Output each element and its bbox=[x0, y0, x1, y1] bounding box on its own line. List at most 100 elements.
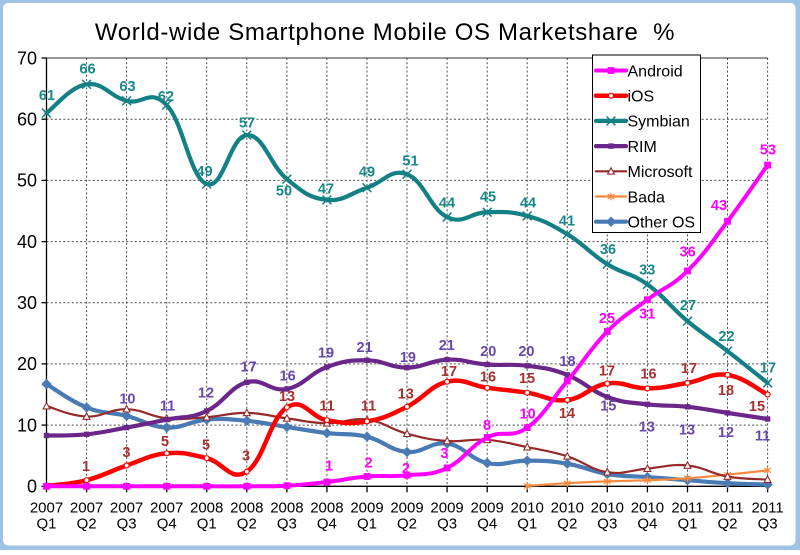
svg-text:Bada: Bada bbox=[628, 189, 665, 206]
svg-text:22: 22 bbox=[718, 329, 734, 345]
svg-text:19: 19 bbox=[318, 345, 334, 361]
svg-text:Q1: Q1 bbox=[517, 516, 537, 533]
svg-text:11: 11 bbox=[755, 429, 770, 445]
svg-text:2009: 2009 bbox=[390, 500, 423, 517]
svg-text:44: 44 bbox=[520, 196, 536, 212]
svg-text:2009: 2009 bbox=[430, 500, 463, 517]
svg-text:61: 61 bbox=[39, 88, 55, 104]
svg-text:3: 3 bbox=[440, 446, 448, 462]
svg-text:2008: 2008 bbox=[270, 500, 303, 517]
svg-text:Android: Android bbox=[628, 63, 683, 80]
svg-text:2008: 2008 bbox=[190, 500, 223, 517]
svg-text:2007: 2007 bbox=[110, 500, 143, 517]
svg-text:Q2: Q2 bbox=[717, 516, 737, 533]
svg-text:2011: 2011 bbox=[711, 500, 743, 517]
svg-text:20: 20 bbox=[480, 344, 496, 360]
svg-text:17: 17 bbox=[681, 361, 697, 377]
svg-text:17: 17 bbox=[241, 360, 257, 376]
svg-text:Q2: Q2 bbox=[237, 516, 257, 533]
svg-text:25: 25 bbox=[599, 311, 615, 327]
svg-text:2008: 2008 bbox=[310, 500, 343, 517]
svg-text:11: 11 bbox=[319, 399, 334, 415]
svg-text:62: 62 bbox=[158, 89, 174, 105]
svg-text:Q4: Q4 bbox=[477, 516, 497, 533]
svg-text:41: 41 bbox=[559, 214, 575, 230]
svg-text:Q1: Q1 bbox=[357, 516, 377, 533]
svg-text:16: 16 bbox=[640, 366, 656, 382]
svg-text:63: 63 bbox=[119, 79, 135, 95]
svg-text:16: 16 bbox=[280, 369, 296, 385]
svg-text:2007: 2007 bbox=[70, 500, 103, 517]
svg-text:10: 10 bbox=[119, 392, 135, 408]
svg-text:53: 53 bbox=[760, 143, 776, 159]
svg-text:2010: 2010 bbox=[631, 500, 664, 517]
svg-text:1: 1 bbox=[325, 458, 333, 474]
svg-text:3: 3 bbox=[122, 445, 130, 461]
svg-text:2009: 2009 bbox=[471, 500, 504, 517]
svg-text:16: 16 bbox=[480, 370, 496, 386]
svg-text:Q3: Q3 bbox=[597, 516, 617, 533]
svg-text:21: 21 bbox=[357, 340, 373, 356]
svg-text:Q4: Q4 bbox=[637, 516, 657, 533]
svg-text:19: 19 bbox=[400, 350, 416, 366]
svg-text:40: 40 bbox=[17, 232, 37, 252]
svg-text:Q1: Q1 bbox=[197, 516, 217, 533]
svg-text:2007: 2007 bbox=[30, 500, 63, 517]
svg-text:15: 15 bbox=[519, 371, 535, 387]
svg-text:Q4: Q4 bbox=[317, 516, 337, 533]
svg-text:13: 13 bbox=[279, 389, 295, 405]
svg-text:Q3: Q3 bbox=[117, 516, 137, 533]
svg-text:70: 70 bbox=[17, 48, 37, 68]
svg-text:21: 21 bbox=[439, 338, 455, 354]
svg-text:50: 50 bbox=[17, 171, 37, 191]
svg-text:57: 57 bbox=[239, 116, 255, 132]
svg-text:49: 49 bbox=[196, 164, 212, 180]
svg-text:Q3: Q3 bbox=[277, 516, 297, 533]
svg-text:2011: 2011 bbox=[751, 500, 783, 517]
svg-text:50: 50 bbox=[276, 184, 292, 200]
svg-text:13: 13 bbox=[639, 420, 655, 436]
svg-text:Q3: Q3 bbox=[437, 516, 457, 533]
svg-text:0: 0 bbox=[27, 477, 37, 497]
svg-text:44: 44 bbox=[439, 196, 455, 212]
svg-text:2007: 2007 bbox=[150, 500, 183, 517]
svg-text:66: 66 bbox=[79, 62, 95, 78]
svg-text:2009: 2009 bbox=[350, 500, 383, 517]
svg-text:20: 20 bbox=[17, 354, 37, 374]
svg-text:17: 17 bbox=[760, 361, 776, 377]
svg-text:45: 45 bbox=[480, 190, 496, 206]
svg-text:36: 36 bbox=[600, 242, 616, 258]
svg-text:15: 15 bbox=[600, 399, 616, 415]
svg-text:30: 30 bbox=[17, 293, 37, 313]
svg-text:2010: 2010 bbox=[591, 500, 624, 517]
svg-text:60: 60 bbox=[17, 110, 37, 130]
svg-text:27: 27 bbox=[680, 298, 696, 314]
svg-text:5: 5 bbox=[161, 434, 169, 450]
svg-text:14: 14 bbox=[559, 406, 575, 422]
svg-text:49: 49 bbox=[359, 165, 375, 181]
svg-text:11: 11 bbox=[160, 399, 175, 415]
svg-text:Other OS: Other OS bbox=[628, 215, 696, 232]
svg-text:Q1: Q1 bbox=[36, 516, 56, 533]
svg-text:13: 13 bbox=[679, 422, 695, 438]
svg-text:17: 17 bbox=[441, 364, 457, 380]
svg-text:3: 3 bbox=[242, 449, 250, 465]
svg-text:18: 18 bbox=[718, 383, 734, 399]
svg-text:2011: 2011 bbox=[671, 500, 703, 517]
svg-text:Q2: Q2 bbox=[397, 516, 417, 533]
svg-text:2010: 2010 bbox=[551, 500, 584, 517]
svg-text:20: 20 bbox=[518, 344, 534, 360]
svg-text:2008: 2008 bbox=[230, 500, 263, 517]
svg-text:47: 47 bbox=[318, 182, 334, 198]
svg-text:13: 13 bbox=[398, 386, 414, 402]
svg-text:RIM: RIM bbox=[628, 139, 657, 156]
svg-text:51: 51 bbox=[402, 154, 418, 170]
svg-text:12: 12 bbox=[718, 425, 734, 441]
svg-text:43: 43 bbox=[711, 198, 727, 214]
svg-text:2010: 2010 bbox=[511, 500, 544, 517]
svg-text:Microsoft: Microsoft bbox=[628, 164, 693, 181]
svg-text:5: 5 bbox=[202, 438, 210, 454]
svg-text:12: 12 bbox=[198, 386, 214, 402]
svg-text:World-wide Smartphone Mobile O: World-wide Smartphone Mobile OS Marketsh… bbox=[95, 19, 675, 46]
svg-text:Q2: Q2 bbox=[557, 516, 577, 533]
